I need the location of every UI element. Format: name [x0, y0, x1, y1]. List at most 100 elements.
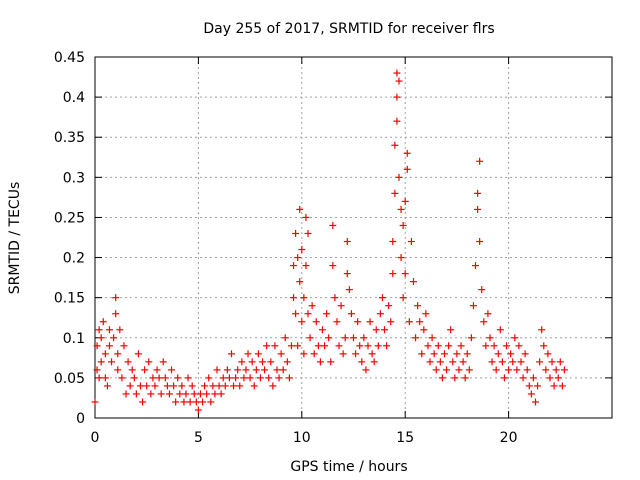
- chart-title: Day 255 of 2017, SRMTID for receiver flr…: [203, 21, 494, 37]
- data-point: [488, 358, 496, 366]
- data-point: [170, 382, 178, 390]
- data-point: [312, 318, 320, 326]
- data-point: [321, 342, 329, 350]
- data-point: [519, 374, 527, 382]
- data-point: [389, 270, 397, 278]
- data-point: [403, 165, 411, 173]
- data-point: [401, 197, 409, 205]
- data-point: [542, 366, 550, 374]
- data-point: [438, 374, 446, 382]
- data-point: [290, 294, 298, 302]
- data-point: [256, 374, 264, 382]
- data-point: [356, 342, 364, 350]
- data-point: [337, 302, 345, 310]
- data-point: [143, 382, 151, 390]
- data-point: [174, 374, 182, 382]
- data-point: [182, 390, 190, 398]
- data-point: [443, 366, 451, 374]
- data-point: [364, 342, 372, 350]
- data-point: [93, 366, 101, 374]
- data-point: [383, 342, 391, 350]
- data-point: [474, 189, 482, 197]
- data-point: [517, 358, 525, 366]
- data-point: [95, 326, 103, 334]
- data-point: [552, 366, 560, 374]
- data-point: [240, 374, 248, 382]
- data-point: [335, 342, 343, 350]
- data-point: [350, 334, 357, 342]
- data-point: [186, 398, 194, 406]
- data-point: [128, 366, 136, 374]
- data-point: [304, 229, 312, 237]
- data-point: [368, 350, 376, 358]
- data-point: [426, 358, 434, 366]
- data-point: [476, 238, 484, 246]
- data-point: [556, 358, 564, 366]
- data-point: [310, 350, 318, 358]
- data-point: [434, 342, 442, 350]
- data-point: [393, 69, 401, 77]
- data-point: [496, 326, 504, 334]
- data-point: [498, 358, 506, 366]
- data-point: [271, 342, 279, 350]
- data-point: [428, 334, 436, 342]
- data-point: [114, 366, 122, 374]
- data-point: [327, 358, 335, 366]
- data-point: [219, 374, 227, 382]
- data-point: [306, 334, 314, 342]
- data-point: [101, 350, 109, 358]
- data-point: [259, 358, 267, 366]
- data-point: [153, 366, 161, 374]
- data-point: [416, 318, 424, 326]
- data-point: [225, 374, 233, 382]
- data-point: [440, 350, 448, 358]
- data-point: [424, 342, 432, 350]
- data-point: [192, 398, 200, 406]
- data-point: [422, 310, 430, 318]
- data-point: [544, 350, 552, 358]
- data-point: [110, 334, 118, 342]
- data-point: [134, 350, 142, 358]
- data-point: [141, 366, 149, 374]
- data-point: [451, 374, 459, 382]
- x-tick-label: 5: [194, 430, 203, 446]
- data-point: [558, 382, 566, 390]
- y-tick-label: 0.05: [54, 371, 85, 387]
- data-point: [455, 366, 463, 374]
- data-point: [531, 398, 539, 406]
- data-point: [407, 238, 415, 246]
- data-point: [550, 382, 558, 390]
- x-tick-label: 15: [396, 430, 414, 446]
- data-point: [91, 398, 99, 406]
- data-point: [201, 382, 209, 390]
- data-point: [277, 350, 285, 358]
- data-point: [145, 358, 153, 366]
- data-points: [91, 69, 568, 414]
- data-point: [112, 310, 120, 318]
- data-point: [343, 238, 351, 246]
- data-point: [331, 294, 339, 302]
- data-point: [165, 390, 173, 398]
- data-point: [122, 390, 130, 398]
- data-point: [484, 310, 492, 318]
- data-point: [490, 342, 498, 350]
- data-point: [302, 262, 310, 270]
- data-point: [294, 254, 302, 262]
- data-point: [230, 382, 238, 390]
- data-point: [300, 350, 308, 358]
- data-point: [461, 374, 469, 382]
- data-point: [354, 318, 362, 326]
- data-point: [279, 366, 287, 374]
- data-point: [511, 334, 519, 342]
- data-point: [296, 278, 304, 286]
- data-point: [180, 398, 188, 406]
- y-axis-label: SRMTID / TECUs: [7, 182, 23, 295]
- data-point: [529, 374, 537, 382]
- data-point: [538, 326, 546, 334]
- data-point: [168, 366, 176, 374]
- y-tick-label: 0.25: [54, 210, 85, 226]
- data-point: [436, 358, 444, 366]
- data-point: [178, 382, 186, 390]
- data-point: [463, 350, 471, 358]
- data-point: [112, 294, 120, 302]
